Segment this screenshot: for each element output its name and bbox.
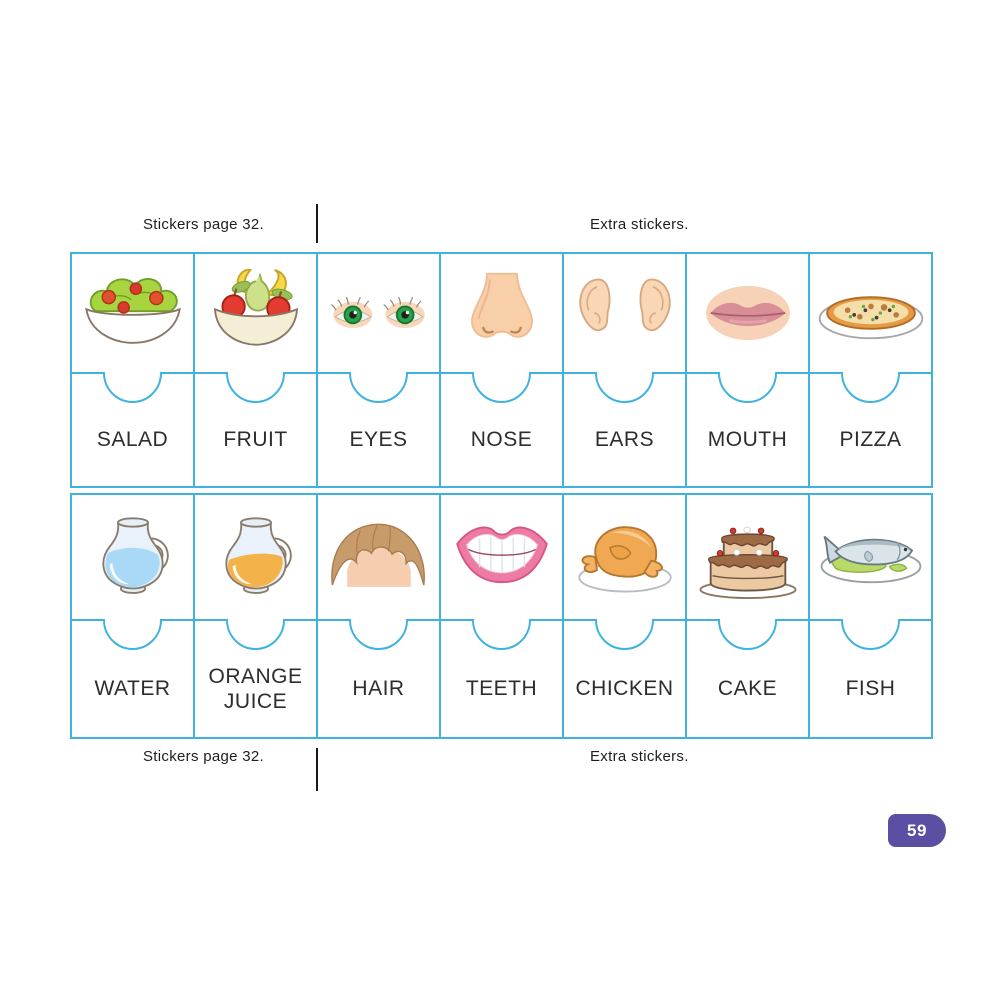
card-label: PIZZA bbox=[839, 428, 902, 452]
puzzle-notch bbox=[441, 372, 562, 403]
card-cake: CAKE bbox=[685, 493, 810, 739]
puzzle-notch bbox=[318, 372, 439, 403]
puzzle-notch bbox=[195, 619, 316, 650]
grid-row-1: SALAD FRUIT bbox=[70, 252, 933, 488]
card-label: CHICKEN bbox=[575, 677, 674, 701]
card-water: WATER bbox=[70, 493, 195, 739]
puzzle-notch bbox=[687, 619, 808, 650]
salad-picture bbox=[72, 254, 193, 372]
card-label: FRUIT bbox=[223, 428, 288, 452]
water-picture bbox=[72, 495, 193, 619]
roast-chicken-icon bbox=[577, 526, 672, 593]
fish-plate-icon bbox=[820, 535, 921, 584]
teeth-picture bbox=[441, 495, 562, 619]
water-jug-icon bbox=[101, 517, 169, 594]
pizza-icon bbox=[818, 296, 923, 340]
card-orange-juice: ORANGE JUICE bbox=[193, 493, 318, 739]
pizza-picture bbox=[810, 254, 931, 372]
card-hair: HAIR bbox=[316, 493, 441, 739]
card-ears: EARS bbox=[562, 252, 687, 488]
card-label: TEETH bbox=[465, 677, 538, 701]
ears-icon bbox=[578, 278, 671, 331]
card-salad: SALAD bbox=[70, 252, 195, 488]
eyes-picture bbox=[318, 254, 439, 372]
card-label: NOSE bbox=[470, 428, 533, 452]
fish-picture bbox=[810, 495, 931, 619]
extra-stickers-note-top: Extra stickers. bbox=[590, 216, 689, 233]
cake-icon bbox=[698, 526, 797, 599]
card-pizza: PIZZA bbox=[808, 252, 933, 488]
card-label: EARS bbox=[594, 428, 655, 452]
page-number-badge: 59 bbox=[888, 814, 946, 847]
mouth-picture bbox=[687, 254, 808, 372]
ears-picture bbox=[564, 254, 685, 372]
bottom-divider-line bbox=[316, 748, 318, 791]
nose-icon bbox=[470, 272, 533, 338]
puzzle-notch bbox=[810, 372, 931, 403]
extra-stickers-note-bottom: Extra stickers. bbox=[590, 748, 689, 765]
hair-icon bbox=[330, 523, 425, 587]
card-label: FISH bbox=[845, 677, 896, 701]
fruit-picture bbox=[195, 254, 316, 372]
sticker-card-grid: SALAD FRUIT bbox=[70, 252, 933, 739]
eyes-icon bbox=[330, 296, 425, 328]
top-divider-line bbox=[316, 204, 318, 243]
card-label: EYES bbox=[349, 428, 408, 452]
puzzle-notch bbox=[318, 619, 439, 650]
card-label: WATER bbox=[94, 677, 171, 701]
chicken-picture bbox=[564, 495, 685, 619]
card-fish: FISH bbox=[808, 493, 933, 739]
puzzle-notch bbox=[441, 619, 562, 650]
card-nose: NOSE bbox=[439, 252, 564, 488]
puzzle-notch bbox=[564, 372, 685, 403]
nose-picture bbox=[441, 254, 562, 372]
grid-row-2: WATER ORANGE JUICE bbox=[70, 493, 933, 739]
card-chicken: CHICKEN bbox=[562, 493, 687, 739]
card-mouth: MOUTH bbox=[685, 252, 810, 488]
orange-juice-picture bbox=[195, 495, 316, 619]
teeth-smile-icon bbox=[455, 526, 548, 584]
card-label: ORANGE JUICE bbox=[208, 664, 303, 713]
hair-picture bbox=[318, 495, 439, 619]
puzzle-notch bbox=[564, 619, 685, 650]
mouth-icon bbox=[705, 285, 790, 341]
puzzle-notch bbox=[72, 619, 193, 650]
puzzle-notch bbox=[72, 372, 193, 403]
card-label: MOUTH bbox=[707, 428, 788, 452]
card-fruit: FRUIT bbox=[193, 252, 318, 488]
puzzle-notch bbox=[810, 619, 931, 650]
puzzle-notch bbox=[195, 372, 316, 403]
fruit-bowl-icon bbox=[213, 268, 298, 346]
orange-juice-jug-icon bbox=[224, 517, 292, 594]
puzzle-notch bbox=[687, 372, 808, 403]
card-teeth: TEETH bbox=[439, 493, 564, 739]
stickers-page-note-top: Stickers page 32. bbox=[143, 216, 264, 233]
card-label: CAKE bbox=[717, 677, 778, 701]
card-eyes: EYES bbox=[316, 252, 441, 488]
stickers-page-note-bottom: Stickers page 32. bbox=[143, 748, 264, 765]
cake-picture bbox=[687, 495, 808, 619]
salad-icon bbox=[84, 277, 181, 344]
card-label: HAIR bbox=[352, 677, 405, 701]
card-label: SALAD bbox=[96, 428, 169, 452]
